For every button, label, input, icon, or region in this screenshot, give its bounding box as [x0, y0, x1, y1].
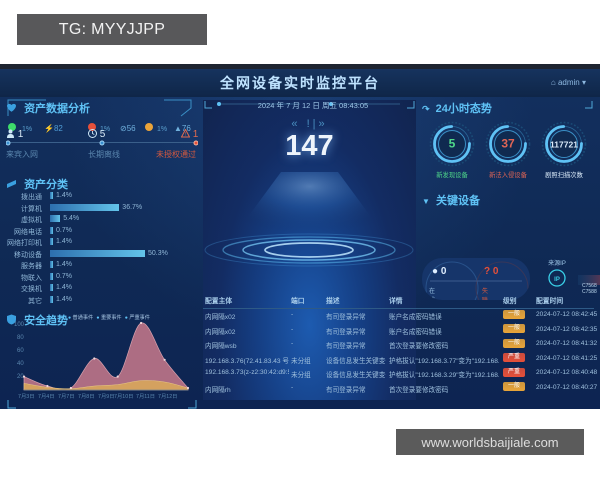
svg-text:5: 5: [449, 137, 456, 151]
svg-text:7月7日: 7月7日: [58, 393, 75, 400]
svg-text:60: 60: [17, 348, 24, 354]
svg-text:IP: IP: [554, 277, 560, 283]
svg-text:7月4日: 7月4日: [38, 393, 55, 400]
svg-text:37: 37: [501, 137, 515, 151]
svg-text:7月12日: 7月12日: [158, 393, 177, 400]
svg-text:7月11日: 7月11日: [136, 393, 155, 400]
svg-text:7月10日: 7月10日: [114, 393, 133, 400]
svg-text:7月9日: 7月9日: [98, 393, 115, 400]
svg-text:7月8日: 7月8日: [78, 393, 95, 400]
svg-text:1%: 1%: [157, 126, 167, 133]
svg-text:40: 40: [17, 361, 24, 367]
svg-text:100: 100: [14, 322, 25, 328]
svg-text:7月3日: 7月3日: [18, 393, 35, 400]
svg-text:80: 80: [17, 335, 24, 341]
svg-text:117721: 117721: [550, 140, 578, 150]
svg-text:!: !: [185, 132, 186, 138]
